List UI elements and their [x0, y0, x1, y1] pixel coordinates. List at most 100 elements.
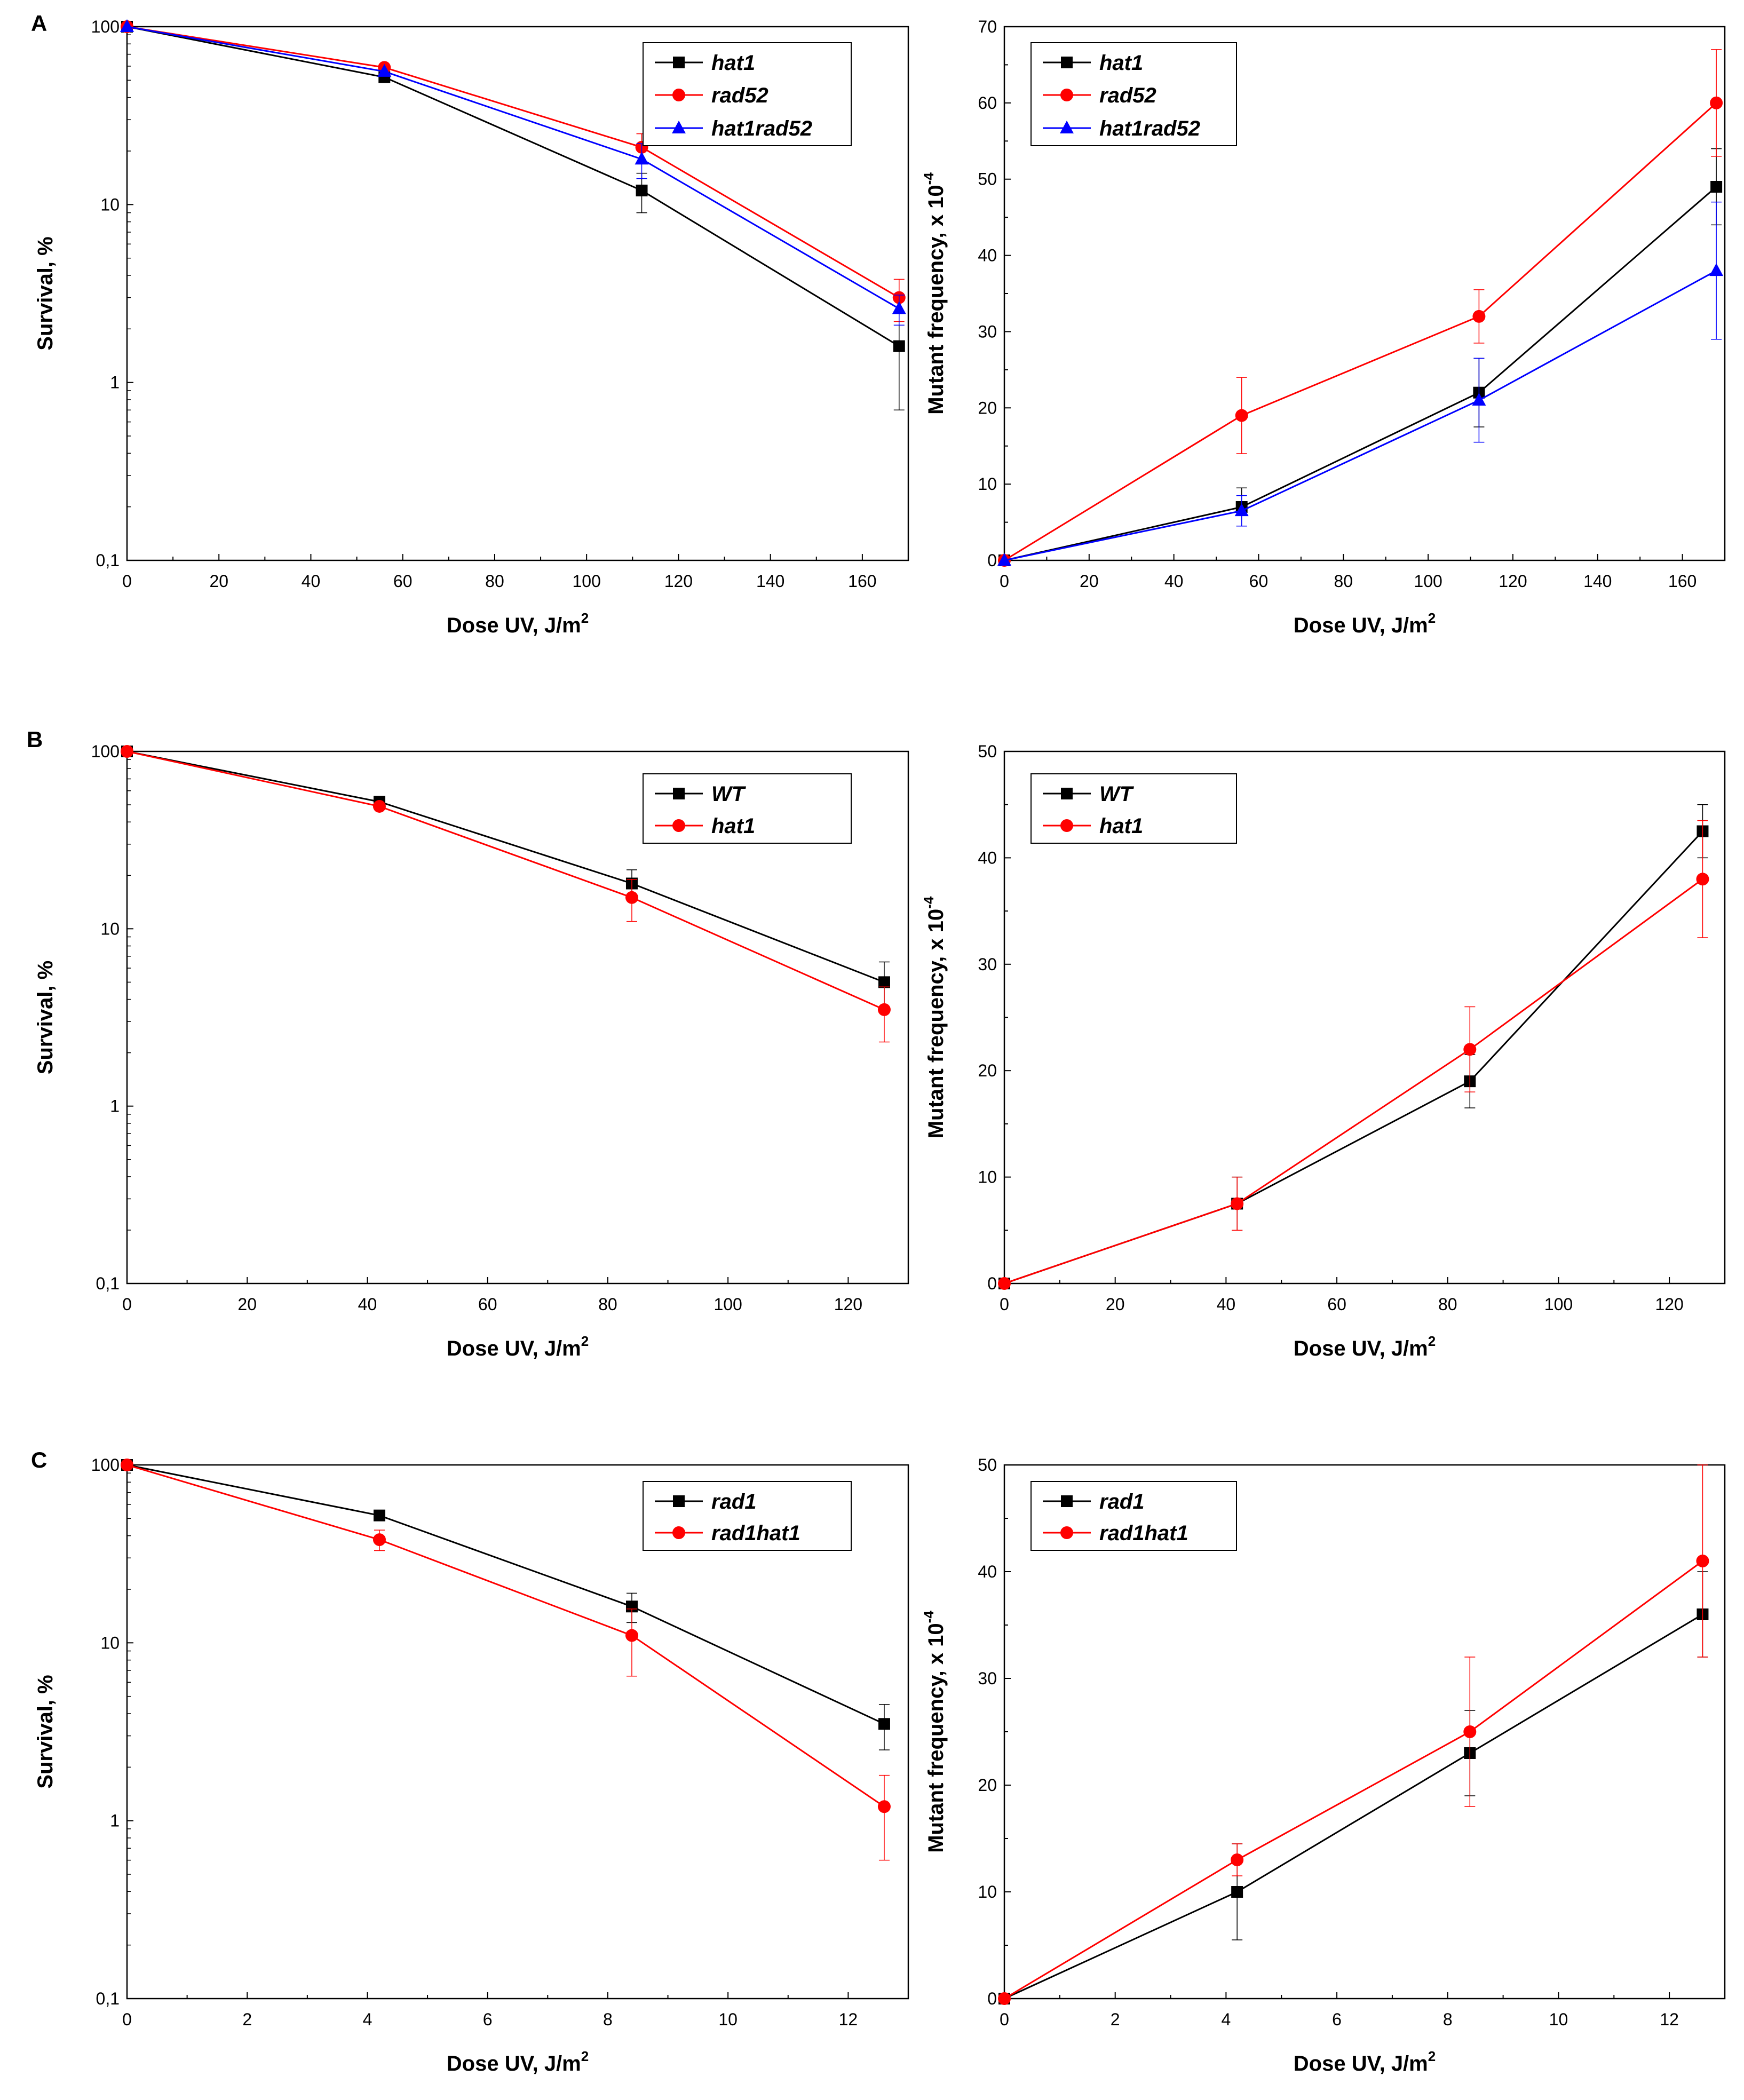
chart-B-survival: 0 20 40 60 80 100 120 0,1 1 10 100 Dose UV, J/m2 Sur… — [34, 742, 909, 1360]
y-tick-label: 1 — [110, 373, 120, 392]
y-tick-label: 100 — [91, 742, 120, 761]
x-tick-label: 10 — [718, 2010, 738, 2029]
series-hat1 — [121, 21, 905, 411]
series-line — [1004, 878, 1703, 1285]
y-tick-label: 10 — [100, 919, 120, 938]
legend-label: rad1 — [1099, 1490, 1145, 1513]
series-hat1 — [998, 820, 1709, 1290]
y-tick-label: 20 — [978, 1776, 997, 1795]
y-tick-label: 100 — [91, 17, 120, 36]
legend-marker-triangle — [672, 121, 686, 133]
series-line — [126, 26, 900, 347]
data-point-circle — [1710, 96, 1723, 109]
y-tick-label: 50 — [978, 1455, 997, 1475]
x-tick-label: 60 — [478, 1295, 497, 1314]
y-axis-title: Survival, % — [34, 961, 57, 1074]
data-point-triangle — [892, 301, 906, 314]
x-tick-label: 12 — [1660, 2010, 1679, 2029]
data-point-triangle — [120, 19, 134, 32]
data-point-circle — [1231, 1197, 1244, 1210]
data-point-circle — [1235, 409, 1248, 422]
series-rad1 — [998, 1571, 1709, 2004]
data-point-triangle — [997, 553, 1011, 566]
y-tick-label: 10 — [978, 474, 997, 494]
legend-label: WT — [1099, 782, 1135, 806]
series-rad1hat1 — [121, 1459, 891, 1861]
legend-marker-circle — [672, 1526, 685, 1539]
legend-label: hat1 — [711, 814, 755, 838]
x-tick-label: 40 — [1217, 1295, 1236, 1314]
data-point-circle — [1696, 1555, 1709, 1567]
y-tick-label: 60 — [978, 93, 997, 113]
data-point-square — [625, 1600, 638, 1613]
chart-A-survival: 0 20 40 60 80 100 120 140 160 0,1 1 10 100 Dose UV, J… — [34, 17, 909, 637]
legend-label: rad1hat1 — [1099, 1521, 1188, 1545]
legend-marker-circle — [1060, 1526, 1073, 1539]
x-axis-title: Dose UV, J/m2 — [1294, 2048, 1436, 2075]
legend-label: hat1rad52 — [1099, 117, 1200, 140]
x-tick-label: 0 — [122, 2010, 132, 2029]
series-line — [1004, 1560, 1703, 2000]
data-point-square — [373, 1509, 385, 1521]
y-tick-label: 10 — [100, 195, 120, 214]
legend-label: hat1 — [711, 51, 755, 75]
x-tick-label: 120 — [1655, 1295, 1683, 1314]
legend-label: rad52 — [1099, 84, 1156, 107]
x-tick-label: 160 — [1668, 572, 1697, 591]
x-tick-label: 60 — [1249, 572, 1269, 591]
x-tick-label: 0 — [122, 572, 132, 591]
x-tick-label: 20 — [1080, 572, 1099, 591]
x-tick-label: 4 — [1221, 2010, 1231, 2029]
y-tick-label: 10 — [978, 1168, 997, 1187]
series-line — [126, 26, 900, 298]
panel-letter-c: C — [31, 1447, 47, 1472]
x-tick-label: 40 — [1164, 572, 1184, 591]
chart-C-mutant: 0 2 4 6 8 10 12 0 10 20 30 40 50 Dose UV, J/m2 Mutant … — [921, 1455, 1726, 2075]
x-tick-label: 100 — [572, 572, 600, 591]
data-point-circle — [121, 1459, 133, 1471]
x-tick-label: 60 — [1327, 1295, 1346, 1314]
series-rad1hat1 — [998, 1464, 1709, 2005]
legend: WT hat1 — [643, 773, 852, 844]
legend-label: WT — [711, 782, 747, 806]
x-tick-label: 0 — [1000, 2010, 1009, 2029]
plot-frame — [126, 26, 909, 561]
legend-label: rad1hat1 — [711, 1521, 800, 1545]
x-tick-label: 0 — [122, 1295, 132, 1314]
x-tick-label: 100 — [714, 1295, 742, 1314]
data-point-circle — [877, 1003, 891, 1016]
chart-C-survival: 0 2 4 6 8 10 12 0,1 1 10 100 Dose UV, J/m2 Survival,… — [34, 1455, 909, 2075]
y-tick-label: 1 — [110, 1811, 120, 1830]
plot-frame — [126, 750, 909, 1285]
legend-label: hat1 — [1099, 51, 1143, 75]
data-point-circle — [372, 799, 386, 813]
x-tick-label: 160 — [848, 572, 876, 591]
series-line — [1004, 270, 1717, 561]
legend-label: rad1 — [711, 1490, 757, 1513]
y-axis-title: Survival, % — [34, 1675, 57, 1788]
x-tick-label: 140 — [1583, 572, 1612, 591]
series-hat1rad52 — [997, 201, 1724, 566]
x-axis-title: Dose UV, J/m2 — [447, 1333, 589, 1360]
x-tick-label: 40 — [302, 572, 321, 591]
x-tick-label: 20 — [237, 1295, 257, 1314]
x-tick-label: 4 — [363, 2010, 372, 2029]
data-point-circle — [625, 891, 638, 904]
data-point-circle — [1231, 1853, 1244, 1866]
legend-label: rad52 — [711, 84, 768, 107]
y-axis-title: Mutant frequency, x 10-4 — [921, 1611, 948, 1853]
x-tick-label: 20 — [209, 572, 228, 591]
data-point-circle — [998, 1277, 1011, 1290]
y-tick-label: 30 — [978, 1669, 997, 1688]
y-tick-label: 30 — [978, 322, 997, 341]
series-hat1 — [998, 148, 1723, 566]
x-tick-label: 80 — [598, 1295, 617, 1314]
y-tick-label: 1 — [110, 1097, 120, 1116]
y-tick-label: 30 — [978, 955, 997, 974]
data-point-circle — [121, 745, 133, 758]
x-tick-label: 120 — [1499, 572, 1527, 591]
series-line — [126, 750, 885, 1011]
panel-letter-b: B — [27, 727, 43, 752]
